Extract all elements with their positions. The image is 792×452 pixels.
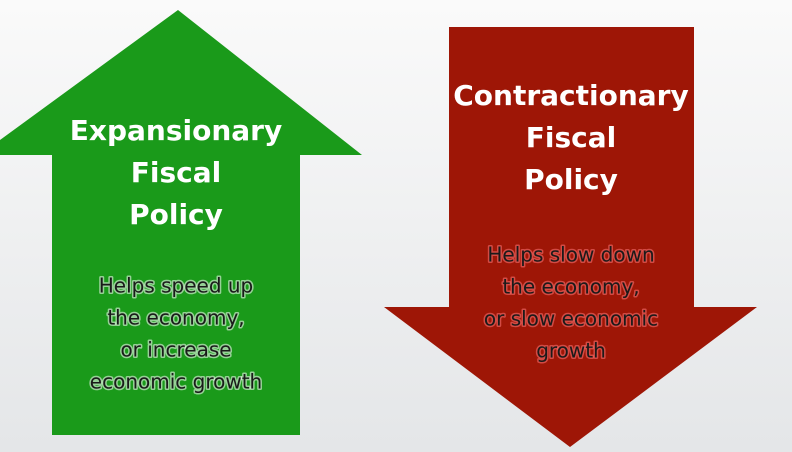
arrow-title: Policy [129,198,223,231]
up-arrow [0,10,362,435]
arrow-description: economic growth [90,370,262,394]
arrow-title: Policy [524,163,618,196]
arrow-title: Contractionary [453,79,689,112]
arrow-title: Fiscal [131,156,221,189]
down-arrow [384,27,757,447]
arrow-description: Helps speed up [99,274,254,298]
arrow-description: growth [536,339,606,363]
arrow-description: the economy, [502,275,639,299]
arrow-description: the economy, [107,306,244,330]
arrow-description: or slow economic [484,307,658,331]
labels: Expansionary Fiscal Policy Helps speed up th… [70,79,689,395]
arrow-title: Fiscal [526,121,616,154]
arrow-title: Expansionary [70,114,282,147]
arrow-description: or increase [120,338,231,362]
arrow-description: Helps slow down [487,243,654,267]
